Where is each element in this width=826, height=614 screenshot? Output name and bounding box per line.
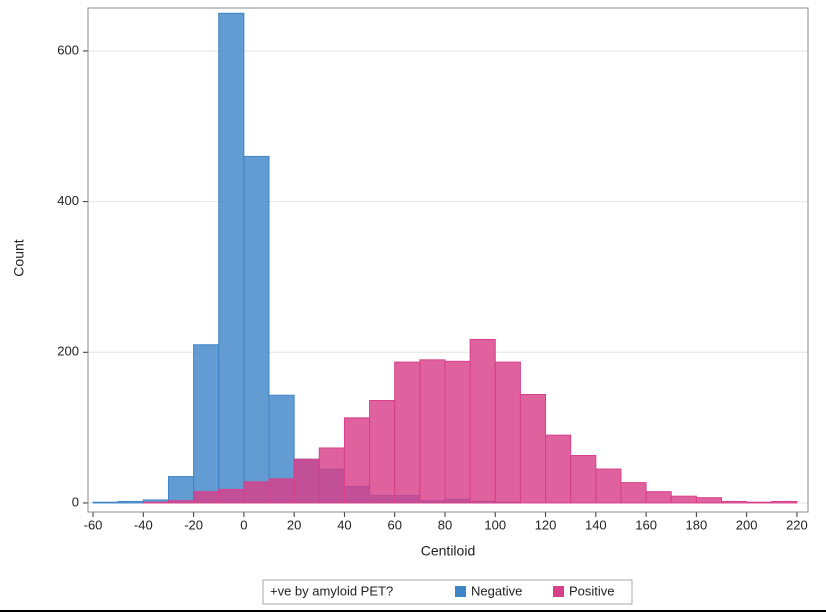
x-tick-label: 0 [240,517,247,532]
bar [167,500,195,504]
bar [771,500,798,504]
bar [193,344,220,504]
y-tick-label: 200 [57,344,79,359]
x-tick-label: 60 [387,517,401,532]
x-tick-label: -40 [134,517,153,532]
legend-box [262,579,633,605]
y-axis-label: Count [11,239,27,276]
bar [293,458,320,504]
x-tick-label: 100 [484,517,506,532]
x-tick-label: 40 [337,517,351,532]
x-tick-label: 200 [736,517,758,532]
bar [444,360,471,504]
bar [394,361,421,504]
bar [746,501,773,504]
y-tick-label: 0 [72,494,79,509]
bar [218,12,245,504]
bar [595,468,622,504]
bar [318,447,345,504]
bar [369,400,396,504]
x-tick-label: 160 [635,517,657,532]
bar [494,361,521,504]
bar [167,476,195,504]
bar [243,481,270,504]
legend-label: Negative [471,583,522,598]
x-tick-label: 20 [287,517,301,532]
legend-swatch [553,586,564,597]
bar [268,478,295,504]
y-tick-label: 600 [57,42,79,57]
legend-swatch [455,586,466,597]
x-tick-label: -20 [184,517,203,532]
bar [193,491,220,504]
x-axis-label: Centiloid [421,543,475,559]
bar [570,454,597,504]
bar [243,155,270,504]
bar [142,501,169,504]
x-tick-label: 180 [686,517,708,532]
bar [343,417,371,504]
bar [545,434,572,504]
x-tick-label: 120 [535,517,557,532]
x-tick-label: 80 [438,517,452,532]
bar [721,500,748,504]
bar [645,491,672,504]
bar [670,495,697,504]
bar [469,338,496,504]
bar [117,500,144,504]
x-tick-label: 220 [786,517,808,532]
bar [419,359,446,504]
bar [695,497,723,504]
bar [92,501,119,504]
x-tick-label: -60 [84,517,103,532]
x-tick-label: 140 [585,517,607,532]
plot-frame [87,7,809,513]
bar [519,393,547,504]
legend-title: +ve by amyloid PET? [270,583,393,598]
legend-label: Positive [569,583,615,598]
y-tick-label: 400 [57,193,79,208]
bar [218,488,245,504]
bar [620,482,647,504]
